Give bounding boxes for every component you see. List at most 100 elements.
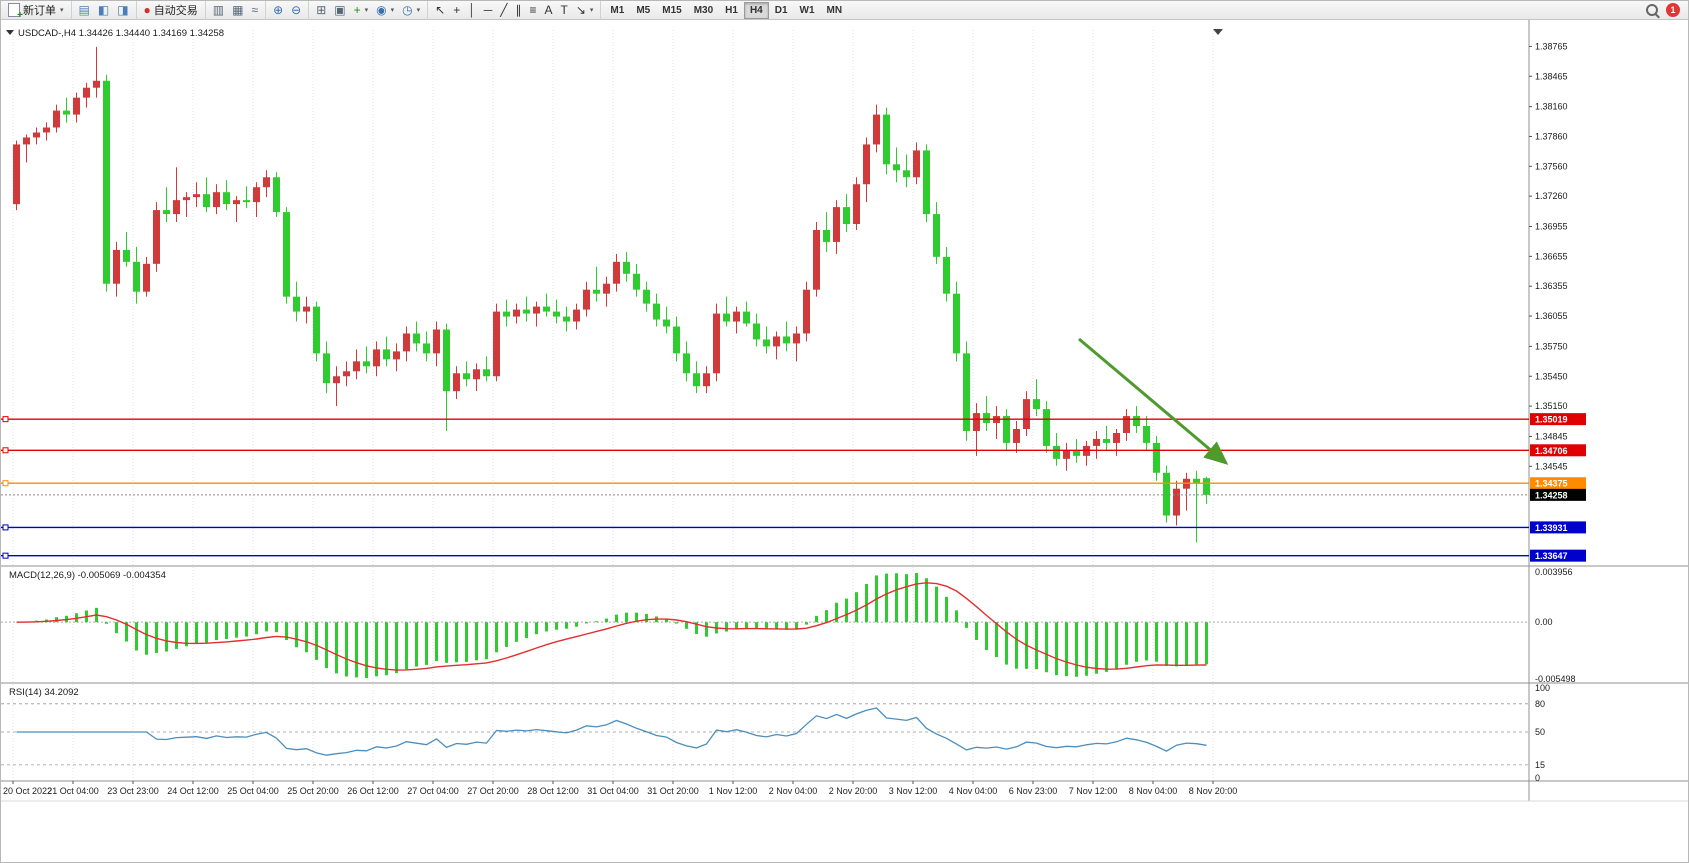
fibonacci-button[interactable]: ≡ [525, 1, 540, 20]
chart-menu-arrow[interactable] [6, 30, 14, 35]
horizontal-line[interactable] [1, 480, 1529, 487]
channel-button[interactable]: ∥ [511, 1, 525, 20]
notification-badge[interactable]: 1 [1666, 3, 1680, 17]
macd-histogram [25, 573, 1208, 678]
candle [483, 356, 490, 382]
text-button[interactable]: A [540, 1, 556, 20]
candle [683, 341, 690, 382]
time-label: 31 Oct 04:00 [587, 786, 639, 796]
text-label-button[interactable]: T [557, 1, 572, 20]
candle [453, 366, 460, 400]
line-handle[interactable] [2, 416, 9, 423]
candle [253, 182, 260, 218]
chart-background [1, 20, 1688, 862]
trend-arrow[interactable] [1078, 337, 1229, 465]
candlestick-chart-button[interactable]: ▦ [228, 1, 247, 20]
line-handle[interactable] [2, 480, 9, 487]
candle [723, 296, 730, 327]
candle [1173, 480, 1180, 526]
candle [1053, 432, 1060, 466]
rsi-axis-label: 50 [1535, 727, 1545, 737]
arrows-button[interactable]: ↘ ▾ [572, 1, 598, 20]
data-window-button[interactable]: ◧ [94, 1, 113, 20]
new-chart-button[interactable]: + ▾ [350, 1, 373, 20]
chart-shift-marker[interactable] [1213, 29, 1223, 35]
time-label: 27 Oct 20:00 [467, 786, 519, 796]
search-icon[interactable] [1646, 4, 1658, 16]
price-tick: 1.36955 [1535, 222, 1568, 232]
candle [343, 361, 350, 387]
candle [1063, 442, 1070, 471]
candle [113, 241, 120, 297]
cursor-icon: ↖ [435, 3, 446, 17]
tf-button-w1[interactable]: W1 [799, 4, 815, 16]
horizontal-line[interactable] [1, 447, 1529, 454]
tile-windows-button[interactable]: ⊞ [312, 1, 330, 20]
candle [983, 396, 990, 431]
vertical-line-button[interactable]: │ [464, 1, 480, 20]
horizontal-line[interactable] [1, 524, 1529, 531]
candle [703, 366, 710, 394]
price-chart[interactable]: 1.38765 1.38465 1.38160 1.37860 1.37560 1.372… [1, 20, 1689, 863]
candle [763, 326, 770, 354]
tf-button-d1[interactable]: D1 [774, 4, 788, 16]
candle [263, 170, 270, 198]
terminal-button[interactable]: ◨ [113, 1, 132, 20]
line-handle[interactable] [2, 524, 9, 531]
candle [163, 187, 170, 223]
candle [143, 256, 150, 297]
line-handle[interactable] [2, 552, 9, 559]
zoom-out-button[interactable]: ⊖ [287, 1, 305, 20]
tf-button-mn[interactable]: MN [826, 4, 843, 16]
horizontal-line[interactable] [1, 416, 1529, 423]
candle [63, 97, 70, 123]
horizontal-line[interactable] [1, 552, 1529, 559]
candle [673, 316, 680, 362]
candle [23, 134, 30, 163]
new-order-button[interactable]: 新订单 ▾ [4, 1, 68, 21]
text-label-icon: T [560, 3, 568, 17]
zoom-in-button[interactable]: ⊕ [269, 1, 287, 20]
tf-button-h4[interactable]: H4 [743, 1, 769, 19]
price-tick: 1.34545 [1535, 461, 1568, 471]
refresh-button[interactable]: ◷ ▾ [398, 1, 424, 20]
candle [1043, 401, 1050, 453]
auto-trading-icon: ● [143, 3, 151, 17]
line-handle[interactable] [2, 447, 9, 454]
candle [1123, 409, 1130, 441]
tf-button-m5[interactable]: M5 [636, 4, 651, 16]
candle [323, 341, 330, 394]
time-label: 25 Oct 04:00 [227, 786, 279, 796]
line-chart-button[interactable]: ≈ [247, 1, 262, 20]
candle [583, 281, 590, 317]
tf-button-m1[interactable]: M1 [610, 4, 625, 16]
tf-button-m15[interactable]: M15 [662, 4, 682, 16]
price-axis[interactable]: 1.38765 1.38465 1.38160 1.37860 1.37560 1.372… [1529, 41, 1568, 471]
price-label: 1.34375 [1530, 477, 1586, 490]
candle [733, 306, 740, 334]
bar-chart-button[interactable]: ▥ [209, 1, 228, 20]
candle [803, 281, 810, 342]
candle [523, 296, 530, 322]
trendline-button[interactable]: ╱ [496, 1, 511, 20]
cursor-button[interactable]: ↖ [431, 1, 449, 20]
tf-button-m30[interactable]: M30 [693, 4, 714, 16]
horizontal-line-button[interactable]: ─ [480, 1, 497, 20]
candle [513, 303, 520, 324]
candle [493, 303, 500, 382]
tf-button-h1[interactable]: H1 [725, 4, 738, 16]
candle [213, 184, 220, 215]
caret-icon: ▾ [416, 7, 421, 14]
auto-trading-button[interactable]: ● 自动交易 [140, 1, 202, 20]
tile-windows-icon: ⊞ [316, 3, 327, 17]
toolbar-group-panels: ▤ ◧ ◨ [70, 1, 136, 20]
profiles-button[interactable]: ◉ ▾ [372, 1, 398, 20]
candle [223, 180, 230, 211]
crosshair-button[interactable]: + [449, 1, 464, 20]
candle [293, 281, 300, 322]
time-label: 4 Nov 04:00 [949, 786, 998, 796]
market-watch-button[interactable]: ▤ [75, 1, 94, 20]
toolbar-right: 1 [1646, 3, 1688, 17]
cascade-windows-button[interactable]: ▣ [330, 1, 349, 20]
